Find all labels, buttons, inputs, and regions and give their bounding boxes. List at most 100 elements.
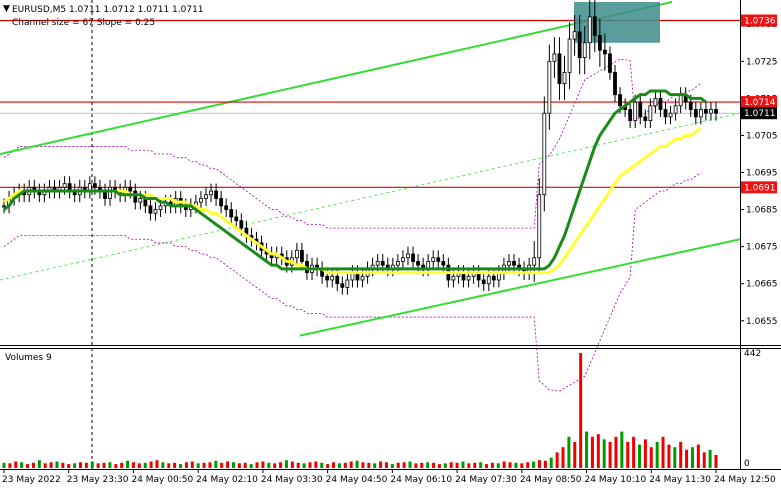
candle-body — [638, 101, 643, 118]
volume-bar — [20, 462, 24, 468]
volume-bar — [78, 462, 82, 468]
volume-bar — [496, 463, 500, 468]
volume-bar — [408, 461, 412, 468]
volume-bar — [685, 449, 689, 468]
volume-bar — [367, 462, 371, 468]
candle-body — [608, 53, 612, 73]
candle-body — [567, 38, 572, 73]
upper-band-line — [3, 58, 702, 229]
candle-body — [436, 257, 441, 262]
candle-body — [395, 261, 400, 266]
candle-body — [108, 186, 112, 199]
price-tag-label: 1.0736 — [744, 17, 776, 27]
volume-bar — [526, 462, 530, 468]
channel-lower-line — [299, 238, 741, 337]
candle-body — [618, 94, 622, 107]
volume-bar — [343, 462, 347, 468]
candle-body — [451, 275, 456, 281]
volume-bar — [390, 464, 394, 468]
volume-bar — [196, 463, 200, 468]
candle-body — [411, 253, 415, 262]
volume-bar — [55, 461, 59, 468]
volume-bar — [673, 447, 677, 468]
volume-bar — [396, 462, 400, 468]
volume-bar — [96, 463, 100, 468]
candle-body — [603, 49, 607, 55]
volume-bar — [638, 444, 642, 468]
candle-body — [340, 283, 345, 288]
volume-bar — [561, 447, 565, 468]
volume-bar — [590, 436, 594, 468]
candle-body — [224, 205, 229, 210]
volume-bar — [620, 431, 624, 468]
candle-body — [663, 109, 668, 118]
time-tick-label: 24 May 10:10 — [585, 475, 647, 485]
candle-body — [62, 183, 67, 188]
fast-ma-line — [3, 89, 707, 271]
candle-body — [653, 97, 658, 107]
price-tick-label: 1.0695 — [746, 169, 778, 179]
volume-bar — [661, 436, 665, 468]
candle-body — [486, 275, 491, 285]
volume-bar — [290, 461, 294, 468]
volume-bar — [649, 447, 653, 468]
volume-bar — [43, 463, 47, 468]
volume-bar — [114, 464, 118, 468]
time-tick-label: 24 May 06:10 — [390, 475, 452, 485]
volume-bar — [131, 462, 135, 468]
volume-bar — [485, 464, 489, 468]
volume-bar — [173, 462, 177, 468]
candle-body — [199, 198, 203, 203]
slow-ma-line — [3, 126, 702, 275]
candle-body — [360, 275, 365, 281]
candle-body — [466, 275, 471, 281]
candle-body — [709, 109, 713, 114]
volume-bar — [155, 460, 159, 468]
volume-bar — [208, 462, 212, 468]
main-panel[interactable] — [0, 0, 740, 345]
volume-bar — [420, 462, 424, 468]
candle-body — [128, 186, 133, 192]
volume-bar — [137, 463, 141, 468]
volume-bar — [149, 461, 153, 468]
price-tag-label: 1.0691 — [744, 183, 776, 193]
volume-bar — [143, 462, 147, 468]
volume-bar — [249, 464, 253, 468]
candle-body — [441, 261, 446, 266]
candle-body — [431, 257, 436, 262]
volume-bar — [690, 447, 694, 468]
volume-bar — [573, 441, 577, 468]
price-tick-label: 1.0665 — [746, 280, 778, 290]
volume-bar — [373, 463, 377, 468]
price-tag-box — [741, 181, 777, 194]
volume-bar — [449, 462, 453, 468]
volume-bar — [402, 462, 406, 468]
volume-bar — [632, 436, 636, 468]
price-tag-label: 1.0714 — [744, 98, 776, 108]
volume-bar — [549, 457, 553, 468]
volume-bar — [667, 444, 671, 468]
volume-bar — [479, 462, 483, 468]
time-tick-label: 24 May 07:30 — [455, 475, 517, 485]
volume-bar — [326, 464, 330, 468]
time-tick-label: 24 May 11:30 — [649, 475, 711, 485]
volume-bar — [432, 462, 436, 468]
candle-body — [673, 105, 678, 114]
candle-body — [300, 249, 304, 262]
candle-body — [92, 183, 97, 188]
volume-bar — [279, 462, 283, 468]
volume-bar — [702, 452, 706, 468]
volume-bar — [502, 461, 506, 468]
volume-bar — [708, 449, 712, 468]
volume-bar — [255, 462, 259, 468]
volume-bar — [90, 461, 94, 468]
time-tick-label: 24 May 08:50 — [520, 475, 582, 485]
volume-bar — [461, 461, 465, 468]
volume-bar — [602, 439, 606, 468]
candle-body — [380, 261, 385, 266]
volume-bar — [332, 462, 336, 468]
candle-body — [658, 97, 663, 110]
candle-body — [214, 190, 218, 199]
